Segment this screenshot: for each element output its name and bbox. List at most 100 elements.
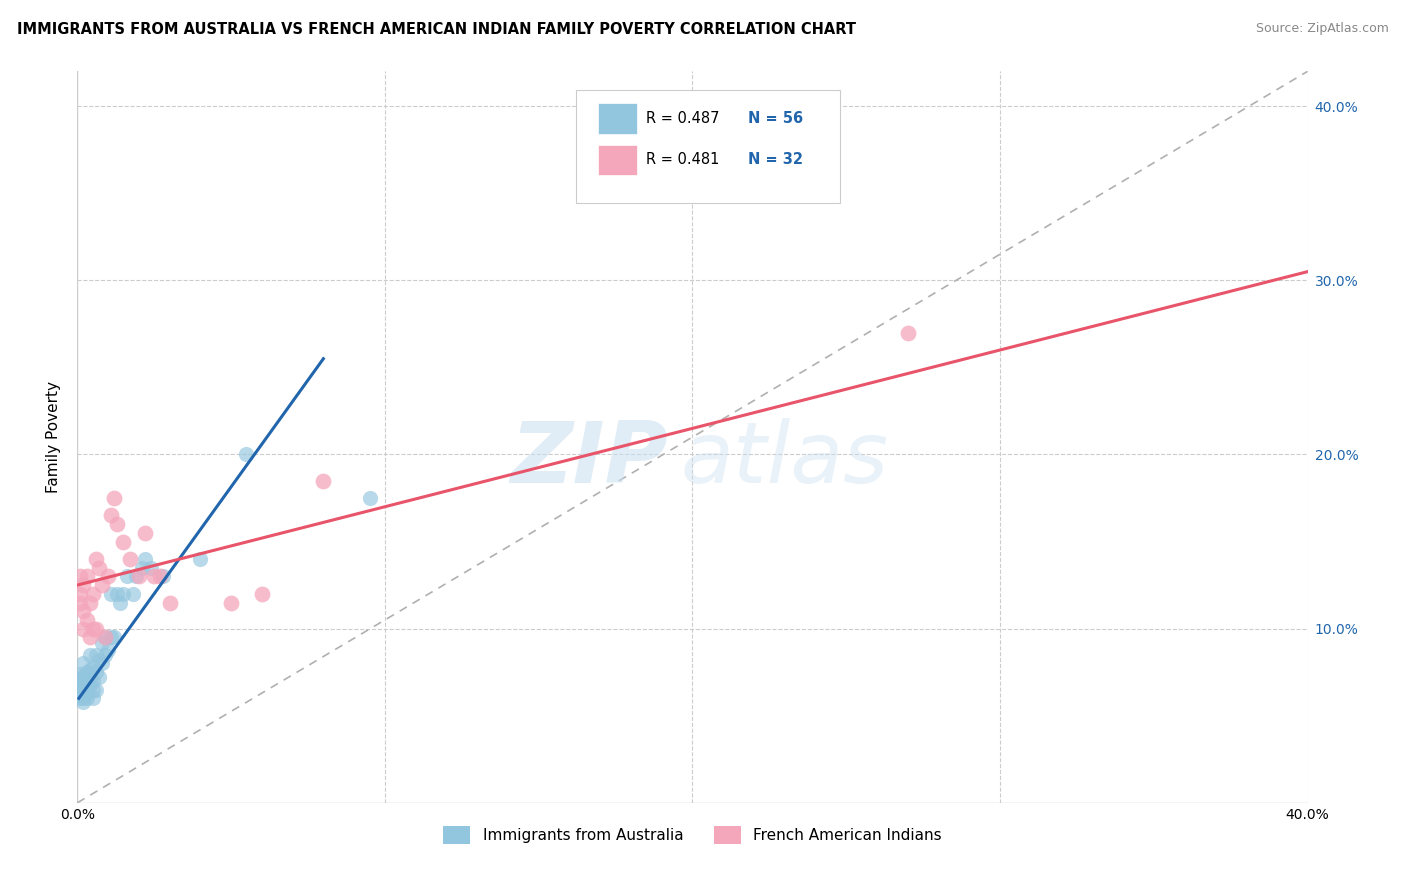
Text: N = 56: N = 56 bbox=[748, 111, 803, 126]
Legend: Immigrants from Australia, French American Indians: Immigrants from Australia, French Americ… bbox=[437, 820, 948, 850]
Point bbox=[69, 688, 91, 702]
Point bbox=[112, 587, 135, 601]
Text: N = 32: N = 32 bbox=[748, 153, 803, 168]
Text: IMMIGRANTS FROM AUSTRALIA VS FRENCH AMERICAN INDIAN FAMILY POVERTY CORRELATION C: IMMIGRANTS FROM AUSTRALIA VS FRENCH AMER… bbox=[17, 22, 856, 37]
Point bbox=[79, 677, 101, 691]
Point bbox=[69, 681, 91, 695]
Text: ZIP: ZIP bbox=[510, 417, 668, 500]
Point bbox=[69, 679, 91, 693]
FancyBboxPatch shape bbox=[598, 103, 637, 134]
Point bbox=[79, 664, 101, 678]
Point bbox=[72, 670, 94, 684]
Text: R = 0.481: R = 0.481 bbox=[645, 153, 718, 168]
Point bbox=[312, 474, 335, 488]
Point bbox=[118, 552, 141, 566]
Point bbox=[105, 517, 128, 532]
Point bbox=[90, 657, 114, 671]
Point bbox=[143, 569, 166, 583]
Point bbox=[128, 569, 150, 583]
Point bbox=[72, 657, 94, 671]
Point bbox=[84, 622, 107, 636]
Point bbox=[72, 695, 94, 709]
Point bbox=[219, 595, 242, 609]
Point bbox=[76, 613, 98, 627]
Point bbox=[69, 667, 91, 681]
Point bbox=[115, 569, 138, 583]
Point bbox=[84, 665, 107, 680]
Point bbox=[94, 631, 117, 645]
Point bbox=[359, 491, 381, 505]
Point bbox=[69, 670, 91, 684]
Text: atlas: atlas bbox=[681, 417, 889, 500]
Point bbox=[100, 587, 122, 601]
Point bbox=[250, 587, 273, 601]
Point bbox=[69, 587, 91, 601]
Point bbox=[97, 569, 120, 583]
Point bbox=[76, 665, 98, 680]
Text: R = 0.487: R = 0.487 bbox=[645, 111, 720, 126]
Point bbox=[134, 552, 156, 566]
Point bbox=[76, 569, 98, 583]
Point bbox=[152, 569, 174, 583]
Point bbox=[84, 552, 107, 566]
Point bbox=[76, 691, 98, 706]
Point bbox=[72, 686, 94, 700]
Point bbox=[69, 682, 91, 697]
Point bbox=[90, 635, 114, 649]
Point bbox=[141, 560, 163, 574]
Point bbox=[84, 648, 107, 662]
Point bbox=[82, 622, 104, 636]
Point bbox=[82, 691, 104, 706]
Point bbox=[87, 560, 110, 574]
Point bbox=[235, 448, 257, 462]
Point bbox=[82, 682, 104, 697]
Point bbox=[72, 677, 94, 691]
Point bbox=[97, 642, 120, 657]
Point bbox=[103, 491, 125, 505]
Point bbox=[82, 587, 104, 601]
Point bbox=[87, 670, 110, 684]
FancyBboxPatch shape bbox=[575, 90, 841, 203]
Point bbox=[69, 691, 91, 706]
Point bbox=[72, 622, 94, 636]
Point bbox=[79, 631, 101, 645]
Point bbox=[72, 604, 94, 618]
Point bbox=[76, 679, 98, 693]
Point bbox=[100, 631, 122, 645]
Point bbox=[112, 534, 135, 549]
Point bbox=[159, 595, 181, 609]
Point bbox=[131, 560, 153, 574]
Point bbox=[897, 326, 920, 340]
Point bbox=[121, 587, 143, 601]
Point bbox=[72, 682, 94, 697]
Point bbox=[90, 578, 114, 592]
Point bbox=[100, 508, 122, 523]
Point bbox=[69, 595, 91, 609]
Point bbox=[82, 673, 104, 688]
Point bbox=[188, 552, 212, 566]
Point bbox=[87, 653, 110, 667]
Point bbox=[79, 648, 101, 662]
Point bbox=[69, 673, 91, 688]
Point bbox=[84, 682, 107, 697]
Point bbox=[69, 677, 91, 691]
Point bbox=[94, 648, 117, 662]
Point bbox=[149, 569, 172, 583]
Point bbox=[76, 686, 98, 700]
Point bbox=[103, 631, 125, 645]
Point bbox=[94, 631, 117, 645]
Point bbox=[125, 569, 148, 583]
Point bbox=[72, 578, 94, 592]
Point bbox=[134, 525, 156, 540]
Point bbox=[76, 673, 98, 688]
Point bbox=[79, 595, 101, 609]
Point bbox=[110, 595, 132, 609]
Point bbox=[72, 691, 94, 706]
Point bbox=[72, 673, 94, 688]
Text: Source: ZipAtlas.com: Source: ZipAtlas.com bbox=[1256, 22, 1389, 36]
Y-axis label: Family Poverty: Family Poverty bbox=[46, 381, 62, 493]
Point bbox=[79, 670, 101, 684]
Point bbox=[82, 660, 104, 674]
Point bbox=[105, 587, 128, 601]
FancyBboxPatch shape bbox=[598, 145, 637, 175]
